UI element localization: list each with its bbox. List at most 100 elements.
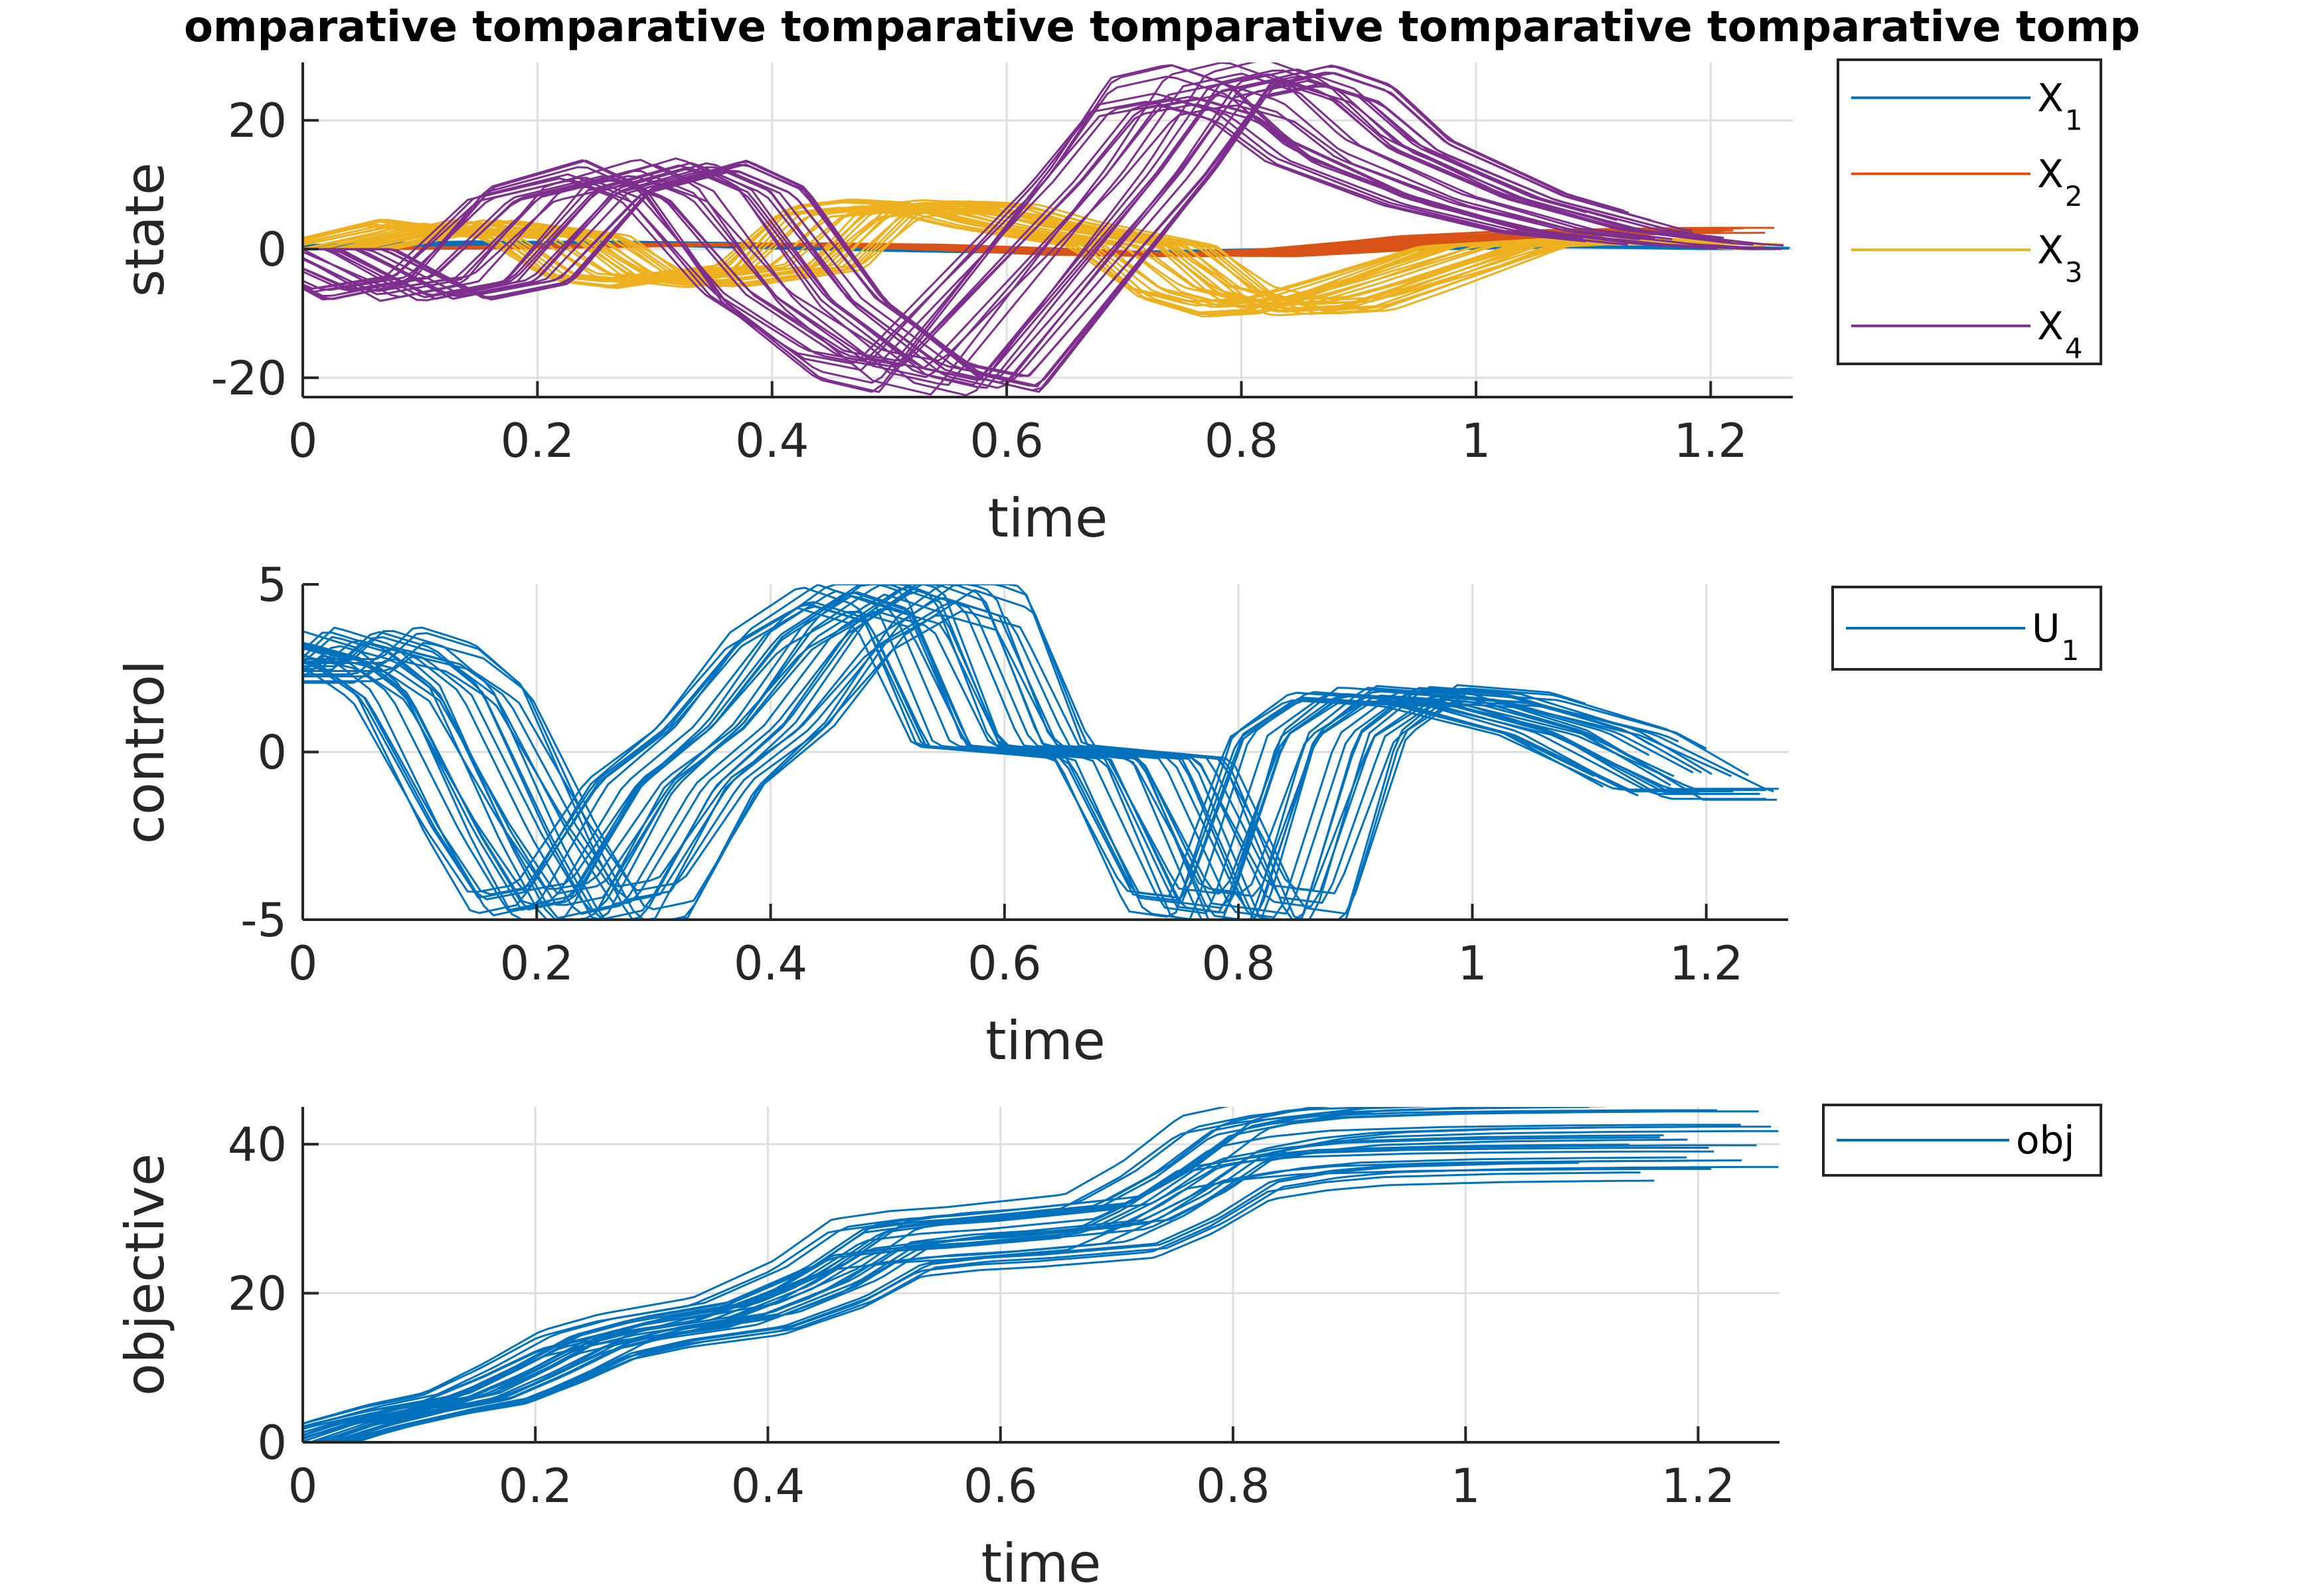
objective-xtick-label: 0 bbox=[288, 1459, 318, 1513]
control-xtick-label: 0.2 bbox=[500, 936, 574, 991]
state-trace-3-20 bbox=[303, 210, 1655, 301]
control-xtick-label: 0.8 bbox=[1201, 936, 1275, 991]
objective-legend-label: obj bbox=[2016, 1118, 2074, 1163]
objective-ylabel: objective bbox=[114, 1153, 176, 1396]
state-trace-3-24 bbox=[303, 200, 1736, 315]
control-trace-1-24 bbox=[303, 593, 1616, 910]
objective-xtick-label: 0.2 bbox=[499, 1459, 572, 1513]
subplot-objective: 0 0.2 0.4 0.6 0.8 1 1.2 0 20 40 time objective obj bbox=[114, 1104, 2102, 1594]
state-trace-4-21 bbox=[303, 80, 1602, 380]
control-trace-1-16 bbox=[303, 597, 1586, 908]
control-xlabel: time bbox=[985, 1010, 1106, 1072]
objective-xtick-label: 0.8 bbox=[1196, 1459, 1270, 1513]
objective-legend-item-1[interactable]: obj bbox=[1837, 1118, 2074, 1163]
state-legend-subscript: 2 bbox=[2065, 180, 2083, 212]
state-ytick-label: 20 bbox=[228, 94, 287, 148]
control-xtick-label: 1.2 bbox=[1669, 936, 1743, 991]
state-ytick-label: -20 bbox=[211, 351, 287, 406]
objective-legend[interactable]: obj bbox=[1822, 1104, 2102, 1177]
objective-traces bbox=[303, 1107, 1779, 1442]
control-trace-1-25 bbox=[303, 589, 1707, 915]
state-legend-subscript: 1 bbox=[2065, 104, 2083, 136]
control-ytick-label: -5 bbox=[240, 893, 287, 948]
state-legend-subscript: 4 bbox=[2065, 332, 2083, 365]
control-xtick-label: 0 bbox=[288, 936, 318, 991]
objective-trace-1-26 bbox=[303, 1150, 1714, 1428]
objective-trace-1-10 bbox=[303, 1107, 1229, 1425]
state-trace-4-19 bbox=[303, 72, 1652, 386]
state-series-3 bbox=[303, 199, 1784, 317]
state-legend-box bbox=[1837, 58, 2102, 365]
state-legend-label: X2 bbox=[2037, 151, 2082, 212]
state-trace-2-30 bbox=[303, 230, 1588, 257]
objective-ytick-label: 40 bbox=[228, 1118, 287, 1172]
state-trace-4-28 bbox=[303, 104, 1615, 362]
objective-trace-1-28 bbox=[303, 1107, 1606, 1442]
state-xtick-label: 0 bbox=[288, 414, 318, 468]
state-legend-item-2[interactable]: X2 bbox=[1851, 151, 2082, 212]
state-legend-subscript: 3 bbox=[2065, 256, 2083, 288]
objective-xlabel: time bbox=[981, 1533, 1102, 1594]
control-xtick-label: 1 bbox=[1457, 936, 1487, 991]
figure-title: omparative tomparative tomparative tompa… bbox=[184, 3, 2140, 52]
state-ytick-label: 0 bbox=[257, 222, 287, 277]
objective-xtick-label: 0.6 bbox=[963, 1459, 1037, 1513]
state-trace-4-12 bbox=[303, 79, 1687, 381]
state-trace-4-18 bbox=[303, 68, 1618, 389]
objective-trace-1-18 bbox=[303, 1147, 1709, 1428]
objective-xtick-label: 1.2 bbox=[1661, 1459, 1735, 1513]
objective-trace-1-24 bbox=[303, 1124, 1741, 1437]
state-trace-4-24 bbox=[303, 82, 1782, 378]
control-trace-1-29 bbox=[303, 592, 1760, 914]
state-xtick-label: 0.6 bbox=[969, 414, 1043, 468]
state-trace-4-2 bbox=[303, 92, 1628, 371]
objective-trace-1-17 bbox=[303, 1179, 1655, 1442]
state-trace-3-27 bbox=[303, 200, 1631, 315]
control-legend-subscript: 1 bbox=[2061, 634, 2079, 667]
state-trace-4-17 bbox=[303, 76, 1587, 384]
control-trace-1-21 bbox=[303, 584, 1712, 920]
state-xtick-label: 1.2 bbox=[1674, 414, 1748, 468]
objective-ytick-label: 20 bbox=[228, 1267, 287, 1321]
state-series-4 bbox=[303, 62, 1784, 396]
control-trace-1-27 bbox=[303, 584, 1586, 920]
control-ylabel: control bbox=[114, 660, 176, 844]
control-legend[interactable]: U1 bbox=[1831, 586, 2102, 671]
state-ylabel: state bbox=[114, 163, 176, 297]
objective-trace-1-13 bbox=[303, 1165, 1779, 1442]
state-trace-3-26 bbox=[303, 202, 1751, 313]
control-trace-1-26 bbox=[303, 584, 1671, 920]
objective-ytick-label: 0 bbox=[257, 1416, 287, 1470]
state-trace-3-29 bbox=[303, 207, 1692, 307]
control-ytick-label: 5 bbox=[257, 558, 287, 612]
state-trace-4-26 bbox=[303, 65, 1629, 392]
state-xlabel: time bbox=[988, 487, 1108, 549]
state-xtick-label: 1 bbox=[1461, 414, 1491, 468]
control-xtick-label: 0.6 bbox=[967, 936, 1041, 991]
state-trace-4-22 bbox=[303, 104, 1651, 362]
state-xtick-label: 0.8 bbox=[1204, 414, 1278, 468]
state-trace-4-30 bbox=[303, 98, 1775, 367]
control-ytick-label: 0 bbox=[257, 726, 287, 780]
state-xtick-label: 0.2 bbox=[501, 414, 574, 468]
control-xtick-label: 0.4 bbox=[734, 936, 807, 991]
control-traces bbox=[303, 584, 1779, 920]
objective-trace-1-30 bbox=[303, 1171, 1641, 1442]
control-series-1 bbox=[303, 584, 1779, 920]
objective-xtick-label: 1 bbox=[1451, 1459, 1481, 1513]
state-trace-4-13 bbox=[303, 69, 1732, 389]
state-xtick-label: 0.4 bbox=[735, 414, 809, 468]
state-trace-4-29 bbox=[303, 62, 1655, 396]
objective-trace-1-29 bbox=[303, 1107, 1437, 1442]
objective-xtick-label: 0.4 bbox=[731, 1459, 805, 1513]
state-traces bbox=[303, 62, 1790, 396]
objective-series-1 bbox=[303, 1107, 1779, 1442]
objective-trace-1-22 bbox=[303, 1138, 1688, 1442]
state-trace-4-16 bbox=[303, 100, 1586, 365]
objective-trace-1-25 bbox=[303, 1134, 1664, 1442]
state-trace-4-25 bbox=[303, 82, 1661, 377]
